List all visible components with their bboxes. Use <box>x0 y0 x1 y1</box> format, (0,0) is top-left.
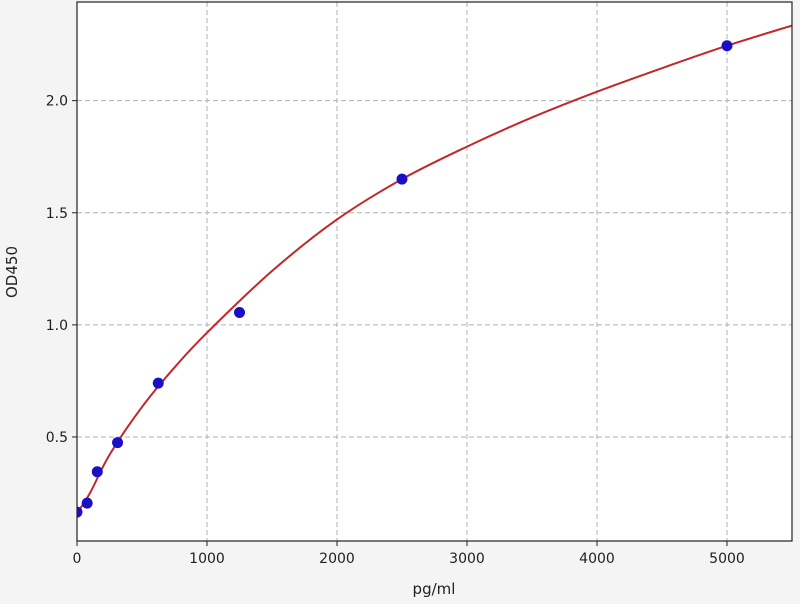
fit-curve <box>77 24 792 514</box>
y-tick-label: 0.5 <box>46 430 68 446</box>
x-tick-label: 1000 <box>189 551 225 567</box>
x-tick-label: 3000 <box>449 551 485 567</box>
x-tick-label: 4000 <box>579 551 615 567</box>
x-tick-label: 5000 <box>709 551 745 567</box>
x-axis-label: pg/ml <box>413 580 456 598</box>
data-point <box>721 40 733 52</box>
data-point <box>396 173 408 185</box>
data-point <box>81 497 93 509</box>
y-tick-label: 2.0 <box>46 94 68 110</box>
plot-frame <box>76 1 793 542</box>
data-point <box>234 307 245 319</box>
y-tick-label: 1.5 <box>46 206 68 222</box>
fit-curve-layer <box>77 24 792 514</box>
data-points-layer <box>77 40 733 518</box>
y-tick-label: 1.0 <box>46 318 68 334</box>
x-axis-ticks: 0 1000 2000 3000 4000 5000 <box>73 541 745 567</box>
x-tick-label: 2000 <box>319 551 355 567</box>
data-point <box>91 466 103 478</box>
x-tick-label: 0 <box>73 551 82 567</box>
y-axis-ticks: 0.5 1.0 1.5 2.0 <box>46 94 77 446</box>
plot-background <box>77 2 792 541</box>
data-point <box>112 437 124 449</box>
data-point <box>77 506 83 518</box>
data-point <box>152 377 164 389</box>
y-axis-label: OD450 <box>3 246 21 298</box>
